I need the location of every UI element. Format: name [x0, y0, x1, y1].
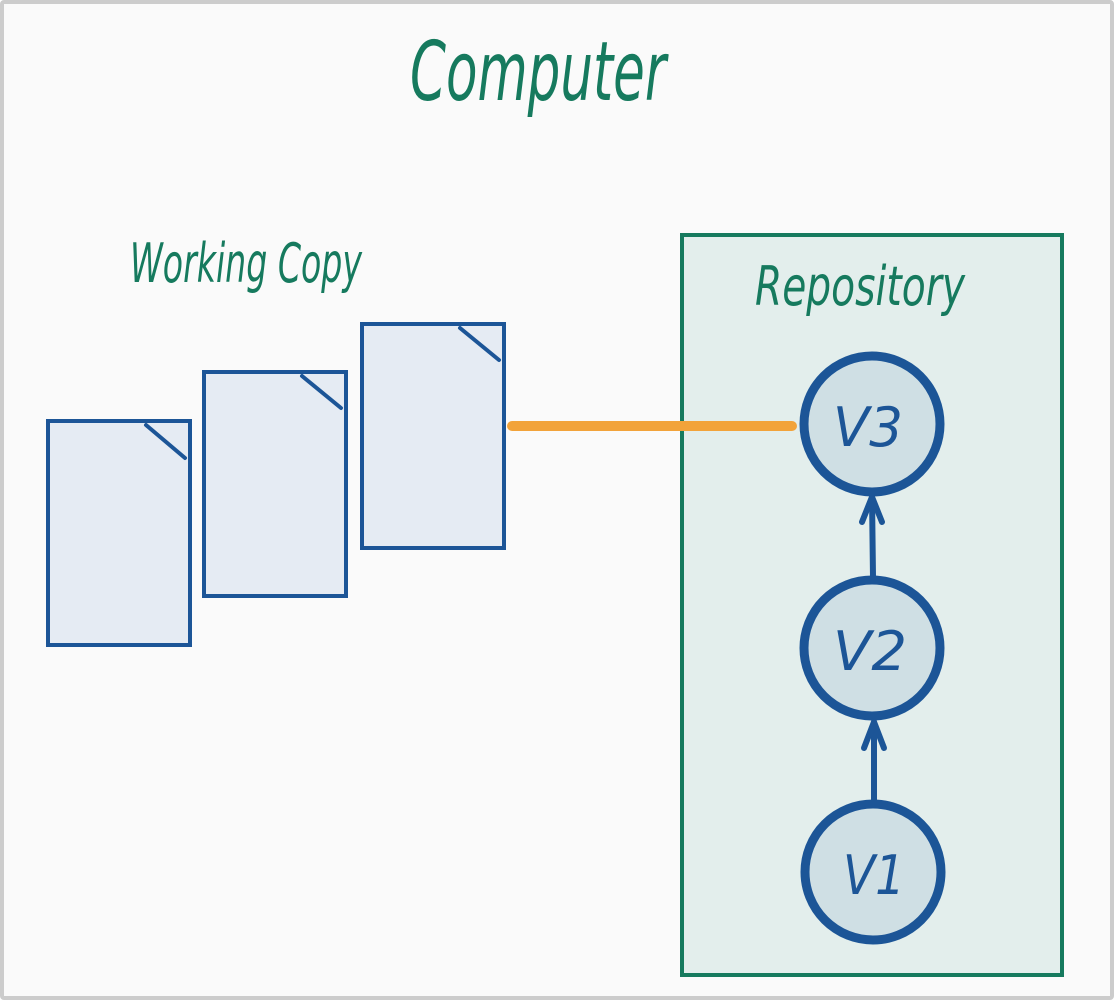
repository-label: Repository	[755, 255, 966, 318]
working-copy-files	[46, 322, 506, 647]
file-icon	[360, 322, 506, 550]
file-icon	[202, 370, 348, 598]
arrow-v2-to-v3	[859, 494, 885, 580]
version-label: V3	[833, 396, 903, 459]
computer-title: Computer	[410, 25, 669, 120]
version-node-v3: V3	[799, 351, 945, 497]
version-node-v1: V1	[800, 799, 946, 945]
arrow-v1-to-v2	[861, 719, 887, 803]
file-icon	[46, 419, 192, 647]
version-label: V1	[843, 844, 905, 907]
version-label: V2	[833, 620, 907, 683]
version-arrows	[859, 494, 887, 803]
version-node-v2: V2	[799, 575, 945, 721]
working-copy-label: Working Copy	[130, 232, 363, 295]
